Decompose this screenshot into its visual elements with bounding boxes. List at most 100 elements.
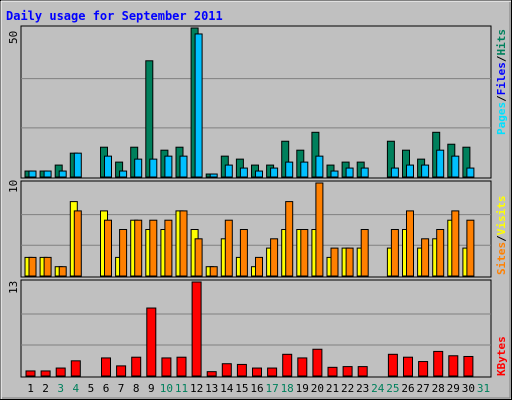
bar-sites-day-17 xyxy=(270,238,279,277)
legend-sep-1: / xyxy=(495,95,508,102)
bar-sites-day-27 xyxy=(421,238,430,277)
x-tick-label-7: 7 xyxy=(118,382,125,395)
bar-sites-day-2 xyxy=(43,256,52,277)
bar-files-day-8 xyxy=(134,158,143,178)
bar-sites-day-8 xyxy=(134,219,143,277)
bar-files-day-22 xyxy=(345,167,354,178)
x-tick-label-5: 5 xyxy=(88,382,95,395)
bar-sites-day-21 xyxy=(330,247,339,277)
bar-kbytes-day-17 xyxy=(267,367,278,377)
bar-sites-day-4 xyxy=(73,210,82,277)
bar-sites-day-11 xyxy=(179,210,188,277)
bar-sites-day-20 xyxy=(315,182,324,277)
bar-kbytes-day-14 xyxy=(221,363,232,377)
x-tick-label-30: 30 xyxy=(462,382,475,395)
bar-kbytes-day-11 xyxy=(176,356,187,377)
bar-kbytes-day-26 xyxy=(403,356,413,377)
bar-files-day-4 xyxy=(73,152,82,178)
x-tick-label-26: 26 xyxy=(401,382,414,395)
bar-sites-day-25 xyxy=(390,229,399,277)
bar-kbytes-day-30 xyxy=(463,355,474,377)
bar-kbytes-day-29 xyxy=(448,355,459,377)
bar-files-day-28 xyxy=(436,149,445,178)
bar-sites-day-1 xyxy=(28,256,37,277)
bar-files-day-7 xyxy=(119,170,128,178)
bar-sites-day-16 xyxy=(255,256,263,277)
bar-files-day-6 xyxy=(104,155,112,178)
x-tick-label-24: 24 xyxy=(371,382,385,395)
x-tick-label-22: 22 xyxy=(341,382,354,395)
bar-sites-day-30 xyxy=(466,219,475,277)
x-tick-label-12: 12 xyxy=(190,382,203,395)
x-tick-label-27: 27 xyxy=(416,382,429,395)
bar-files-day-13 xyxy=(209,173,218,178)
x-tick-label-19: 19 xyxy=(296,382,309,395)
x-tick-label-31: 31 xyxy=(477,382,490,395)
x-tick-label-25: 25 xyxy=(386,382,399,395)
x-axis-labels: 1 2 3 4 5 6 7 8 9 10 11 12 13 14 15 16 17 18 19 20 21 22 23 24 2… xyxy=(27,382,490,395)
bar-kbytes-day-23 xyxy=(357,366,368,377)
x-tick-label-29: 29 xyxy=(447,382,460,395)
bar-files-day-16 xyxy=(255,170,263,178)
y-max-label-visits: 10 xyxy=(7,180,20,193)
legend-top: Pages/Files/Hits xyxy=(495,29,508,135)
bar-sites-day-26 xyxy=(406,210,414,277)
bar-files-day-30 xyxy=(466,167,475,178)
bar-sites-day-28 xyxy=(436,229,445,277)
x-tick-label-21: 21 xyxy=(326,382,339,395)
bar-kbytes-day-22 xyxy=(342,366,353,377)
bar-files-day-20 xyxy=(315,155,324,178)
bar-files-day-3 xyxy=(58,170,67,178)
y-max-label-kbytes: 13 xyxy=(7,281,20,294)
bar-sites-day-9 xyxy=(149,219,158,277)
bar-kbytes-day-28 xyxy=(433,350,444,377)
bar-kbytes-day-2 xyxy=(40,370,51,377)
legend-hits: Hits xyxy=(495,29,508,56)
bar-sites-day-7 xyxy=(119,229,128,277)
bar-files-day-14 xyxy=(224,164,233,178)
legend-kbytes: KBytes xyxy=(495,336,508,376)
bar-sites-day-13 xyxy=(209,266,218,277)
bar-sites-day-15 xyxy=(239,229,248,277)
bar-files-day-27 xyxy=(421,164,430,178)
x-tick-label-3: 3 xyxy=(57,382,64,395)
legend-sep-3: / xyxy=(495,235,508,242)
x-tick-label-9: 9 xyxy=(148,382,155,395)
legend-visits: Visits xyxy=(495,196,508,236)
bars xyxy=(24,27,475,377)
x-tick-label-13: 13 xyxy=(205,382,218,395)
bar-kbytes-day-15 xyxy=(236,363,247,377)
bar-kbytes-day-9 xyxy=(146,307,157,377)
y-max-label-hits: 50 xyxy=(7,31,20,44)
bar-sites-day-6 xyxy=(104,219,112,277)
bar-sites-day-3 xyxy=(58,266,67,277)
bar-files-day-26 xyxy=(406,164,414,178)
bar-kbytes-day-16 xyxy=(252,367,262,377)
x-tick-label-8: 8 xyxy=(133,382,140,395)
bar-files-day-2 xyxy=(43,170,52,178)
bar-kbytes-day-27 xyxy=(418,361,429,377)
bar-sites-day-29 xyxy=(451,210,460,277)
x-tick-label-17: 17 xyxy=(265,382,278,395)
x-tick-label-10: 10 xyxy=(160,382,173,395)
bar-files-day-18 xyxy=(285,161,294,178)
gridlines xyxy=(21,78,491,346)
bar-sites-day-12 xyxy=(194,238,203,277)
bar-files-day-11 xyxy=(179,155,188,178)
x-tick-label-11: 11 xyxy=(175,382,188,395)
legend-pages: Pages xyxy=(495,102,508,135)
legend-middle: Sites/Visits xyxy=(495,196,508,276)
bar-sites-day-18 xyxy=(285,201,294,277)
x-tick-label-2: 2 xyxy=(42,382,49,395)
bar-files-day-12 xyxy=(194,33,203,178)
chart-title: Daily usage for September 2011 xyxy=(6,9,223,23)
bar-files-day-23 xyxy=(360,167,369,178)
x-tick-label-6: 6 xyxy=(103,382,110,395)
bar-sites-day-10 xyxy=(164,219,173,277)
bar-files-day-25 xyxy=(390,167,399,178)
bar-files-day-10 xyxy=(164,155,173,178)
bar-files-day-1 xyxy=(28,170,37,178)
bar-sites-day-23 xyxy=(360,229,369,277)
